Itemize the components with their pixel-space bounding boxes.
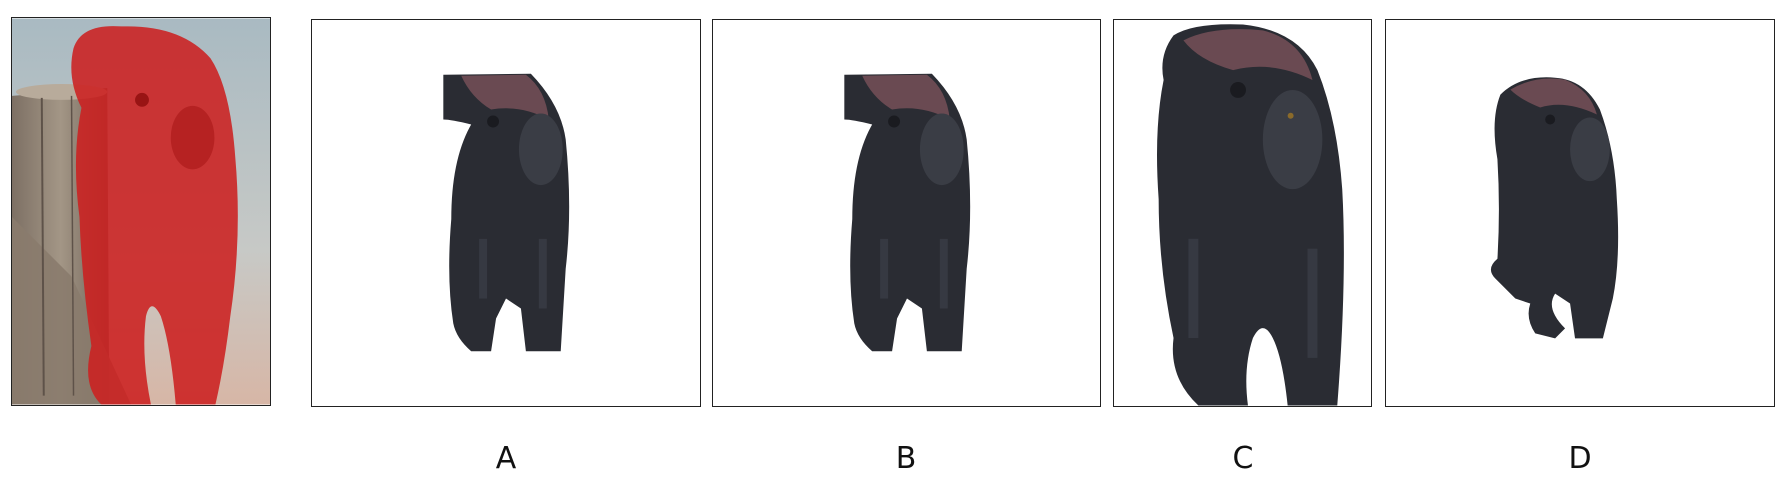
option-d-image bbox=[1490, 77, 1619, 339]
option-b-label[interactable]: B bbox=[895, 441, 917, 476]
monkey-cutout bbox=[1156, 24, 1344, 406]
monkey-cutout bbox=[443, 73, 570, 352]
option-a-image bbox=[443, 73, 570, 352]
reference-image bbox=[12, 18, 270, 405]
monkey-cutout bbox=[844, 73, 971, 352]
option-c-label[interactable]: C bbox=[1232, 441, 1254, 476]
face-hint bbox=[170, 105, 215, 170]
option-b-image bbox=[844, 73, 971, 352]
option-c-image bbox=[1156, 24, 1344, 406]
option-b-panel[interactable] bbox=[712, 19, 1101, 407]
option-a-panel[interactable] bbox=[311, 19, 701, 407]
option-a-label[interactable]: A bbox=[495, 441, 517, 476]
option-d-panel[interactable] bbox=[1385, 19, 1775, 407]
monkey-cutout bbox=[1490, 77, 1619, 339]
reference-image-panel bbox=[11, 17, 271, 406]
ear-hint bbox=[135, 92, 149, 107]
option-d-label[interactable]: D bbox=[1568, 441, 1592, 476]
option-c-panel[interactable] bbox=[1113, 19, 1372, 407]
